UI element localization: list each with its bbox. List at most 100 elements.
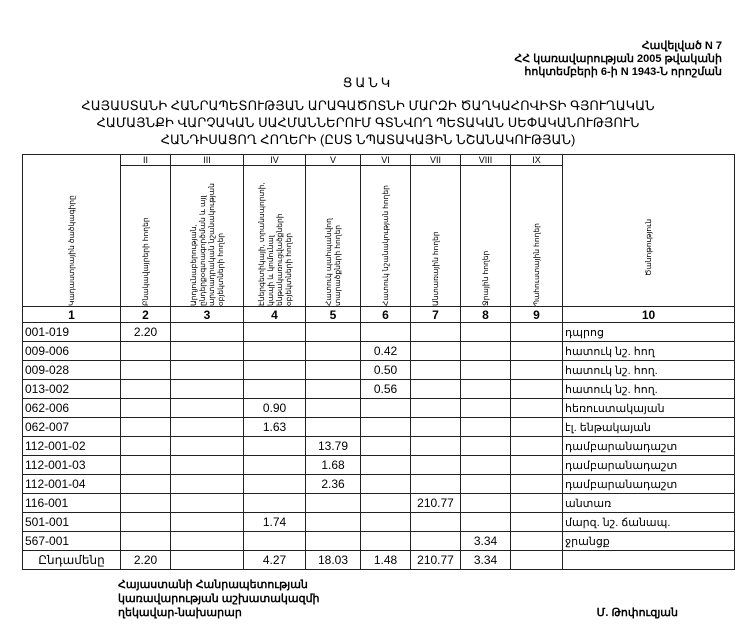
area-cell bbox=[305, 379, 361, 399]
table-row: 001-019 2.20 դպրոց bbox=[22, 322, 735, 342]
area-cell: 0.56 bbox=[360, 379, 411, 399]
area-cell bbox=[305, 531, 361, 551]
header-cell: Բնակավայրերի հողեր bbox=[120, 165, 171, 307]
area-cell: 210.77 bbox=[410, 493, 461, 513]
area-cell bbox=[170, 436, 244, 456]
area-cell bbox=[460, 379, 511, 399]
cadastral-code: 062-006 bbox=[22, 398, 121, 418]
total-cell: 3.34 bbox=[460, 550, 511, 570]
header-cell: Էներգետիկայի, տրանսպորտի, կապի և կոմունա… bbox=[243, 165, 306, 307]
footer-line: կառավարության աշխատակազմի bbox=[118, 593, 320, 605]
area-cell bbox=[410, 512, 461, 532]
area-cell bbox=[243, 322, 306, 342]
column-number: 10 bbox=[562, 306, 735, 323]
area-cell bbox=[120, 531, 171, 551]
area-cell bbox=[243, 379, 306, 399]
area-cell bbox=[360, 455, 411, 475]
signature-block: Հայաստանի Հանրապետության կառավարության ա… bbox=[118, 578, 678, 620]
note-cell: մարզ. նշ. ճանապ. bbox=[562, 512, 735, 532]
column-number: 4 bbox=[243, 306, 306, 323]
area-cell: 1.68 bbox=[305, 455, 361, 475]
annex-reference: Հավելված N 7 ՀՀ կառավարության 2005 թվակա… bbox=[0, 40, 722, 79]
header-label: Արդյունաբերության, ընդերքօգտագործման և ա… bbox=[189, 183, 225, 306]
area-cell bbox=[360, 436, 411, 456]
column-number: 9 bbox=[510, 306, 563, 323]
total-cell: 210.77 bbox=[410, 550, 461, 570]
area-cell bbox=[410, 360, 461, 380]
area-cell bbox=[410, 322, 461, 342]
area-cell bbox=[510, 360, 563, 380]
area-cell bbox=[243, 493, 306, 513]
roman-numeral: V bbox=[305, 154, 361, 166]
total-cell: 1.48 bbox=[360, 550, 411, 570]
cadastral-code: 567-001 bbox=[22, 531, 121, 551]
area-cell: 13.79 bbox=[305, 436, 361, 456]
note-cell: դամբարանադաշտ bbox=[562, 474, 735, 494]
header-label: Անտառային հողեր bbox=[431, 231, 440, 306]
area-cell: 0.90 bbox=[243, 398, 306, 418]
area-cell: 1.74 bbox=[243, 512, 306, 532]
area-cell bbox=[243, 360, 306, 380]
area-cell bbox=[410, 455, 461, 475]
total-cell bbox=[170, 550, 244, 570]
header-label: Բնակավայրերի հողեր bbox=[141, 217, 150, 306]
annex-line: Հավելված N 7 bbox=[641, 40, 722, 52]
footer-line: ղեկավար-նախարար bbox=[118, 607, 242, 619]
area-cell bbox=[305, 398, 361, 418]
area-cell bbox=[170, 322, 244, 342]
signatory-title: Հայաստանի Հանրապետության կառավարության ա… bbox=[118, 578, 320, 620]
area-cell bbox=[510, 512, 563, 532]
area-cell bbox=[170, 417, 244, 437]
area-cell bbox=[510, 474, 563, 494]
area-cell bbox=[410, 398, 461, 418]
area-cell bbox=[305, 322, 361, 342]
header-label: Ջրային հողեր bbox=[481, 250, 490, 306]
area-cell bbox=[170, 398, 244, 418]
area-cell bbox=[460, 398, 511, 418]
note-cell: հեռուստակայան bbox=[562, 398, 735, 418]
header-cell: Հատուկ նշանակության հողեր bbox=[360, 165, 411, 307]
area-cell bbox=[120, 436, 171, 456]
document-title: ՑԱՆԿ bbox=[342, 75, 394, 90]
header-label: Հատուկ նշանակության հողեր bbox=[381, 185, 390, 306]
roman-row: Կադաստրային ծածկագիրը II III IV V VI VII VIII IX… bbox=[22, 154, 735, 307]
cadastral-code: 062-007 bbox=[22, 417, 121, 437]
annex-line: հոկտեմբերի 6-ի N 1943-Ն որոշման bbox=[524, 66, 722, 78]
note-cell: հատուկ նշ. հող bbox=[562, 341, 735, 361]
area-cell bbox=[305, 512, 361, 532]
total-cell bbox=[510, 550, 563, 570]
roman-numeral: VII bbox=[410, 154, 461, 166]
total-cell: 4.27 bbox=[243, 550, 306, 570]
table-row: 501-001 1.74 մարզ. նշ. ճանապ. bbox=[22, 512, 735, 532]
area-cell bbox=[410, 341, 461, 361]
area-cell bbox=[460, 512, 511, 532]
header-cell: Հատուկ պահպանվող տարածքների հողեր bbox=[305, 165, 361, 307]
area-cell bbox=[305, 417, 361, 437]
header-row: Բնակավայրերի հողեր Արդյունաբերության, ընդ… bbox=[23, 165, 735, 307]
area-cell bbox=[120, 379, 171, 399]
area-cell bbox=[410, 474, 461, 494]
area-cell bbox=[120, 455, 171, 475]
area-cell bbox=[120, 341, 171, 361]
area-cell bbox=[460, 474, 511, 494]
area-cell bbox=[510, 341, 563, 361]
area-cell bbox=[170, 531, 244, 551]
header-label: Ծանոթություն bbox=[644, 218, 653, 276]
signatory-name: Մ. Թոփուզյան bbox=[596, 607, 678, 619]
area-cell bbox=[243, 436, 306, 456]
total-label: Ընդամենը bbox=[22, 550, 121, 570]
area-cell bbox=[360, 398, 411, 418]
area-cell bbox=[510, 322, 563, 342]
cadastral-code: 112-001-02 bbox=[22, 436, 121, 456]
area-cell bbox=[305, 360, 361, 380]
area-cell bbox=[510, 417, 563, 437]
area-cell bbox=[510, 455, 563, 475]
column-number-row: 1 2 3 4 5 6 7 8 9 10 bbox=[22, 306, 735, 323]
area-cell bbox=[170, 360, 244, 380]
header-label: Հատուկ պահպանվող տարածքների հողեր bbox=[324, 218, 342, 306]
document-subtitle: ՀԱՅԱՍՏԱՆԻ ՀԱՆՐԱՊԵՏՈՒԹՅԱՆ ԱՐԱԳԱԾՈՏՆԻ ՄԱՐԶ… bbox=[0, 97, 736, 148]
table-row: 116-001 210.77 անտառ bbox=[22, 493, 735, 513]
area-cell bbox=[410, 379, 461, 399]
area-cell bbox=[305, 493, 361, 513]
column-number: 3 bbox=[170, 306, 244, 323]
